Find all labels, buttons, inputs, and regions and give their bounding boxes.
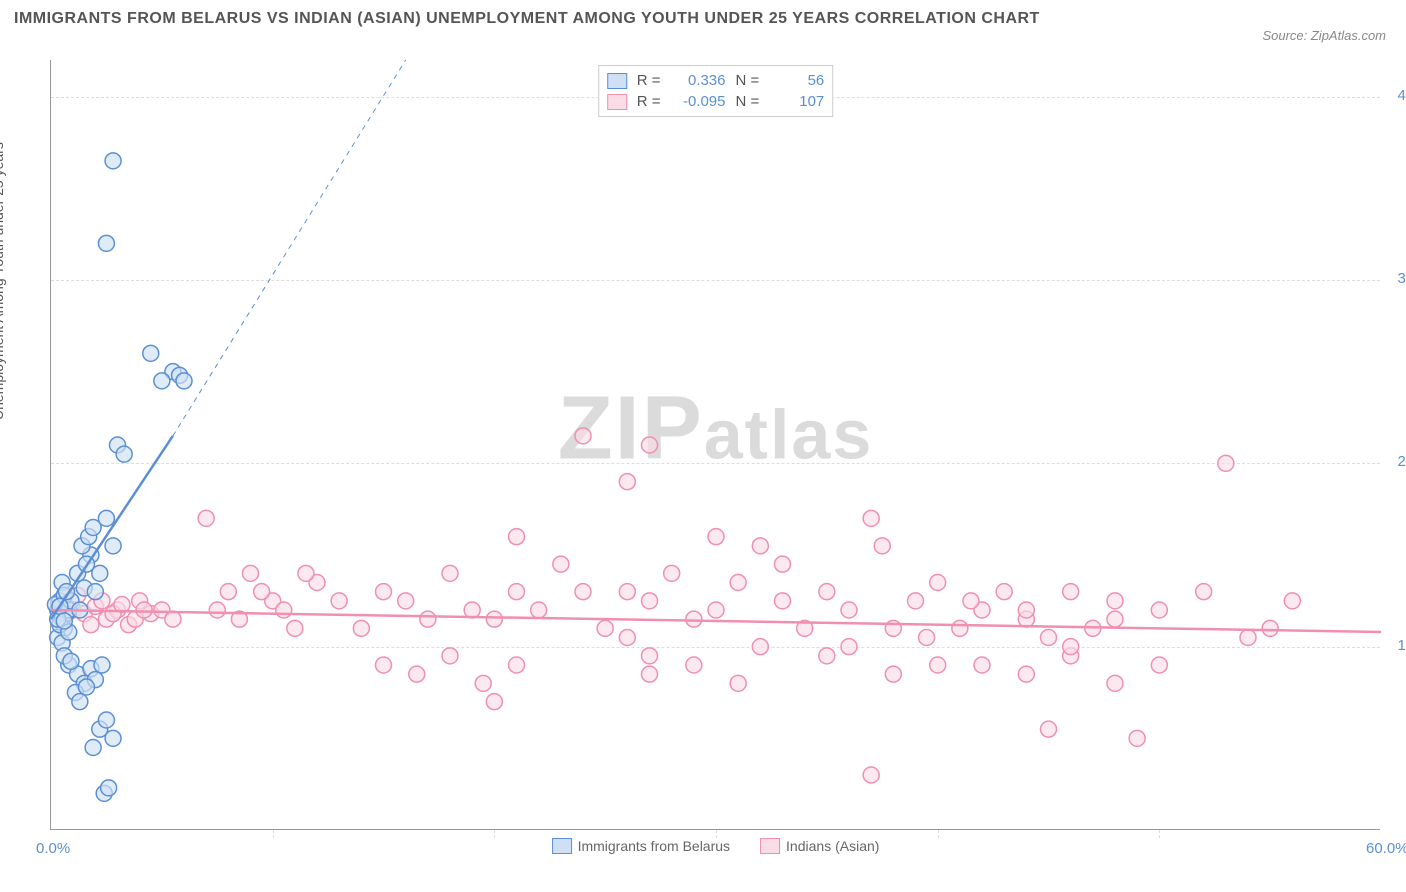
n-label: N = bbox=[736, 93, 760, 110]
chart-container: IMMIGRANTS FROM BELARUS VS INDIAN (ASIAN… bbox=[0, 0, 1406, 892]
legend-row-blue: R = 0.336 N = 56 bbox=[607, 70, 825, 91]
y-tick-label: 20.0% bbox=[1385, 453, 1406, 470]
n-value-pink: 107 bbox=[769, 93, 824, 110]
correlation-legend: R = 0.336 N = 56 R = -0.095 N = 107 bbox=[598, 65, 834, 117]
legend-swatch-pink bbox=[607, 94, 627, 110]
y-tick-label: 10.0% bbox=[1385, 637, 1406, 654]
legend-swatch-pink bbox=[760, 838, 780, 854]
source-attribution: Source: ZipAtlas.com bbox=[1262, 28, 1386, 43]
legend-label-pink: Indians (Asian) bbox=[786, 838, 879, 854]
x-tick-label: 0.0% bbox=[36, 840, 70, 857]
n-value-blue: 56 bbox=[769, 72, 824, 89]
r-label: R = bbox=[637, 72, 661, 89]
r-label: R = bbox=[637, 93, 661, 110]
plot-area: ZIPatlas 10.0%20.0%30.0%40.0%0.0%60.0% R… bbox=[50, 60, 1380, 830]
series-legend: Immigrants from Belarus Indians (Asian) bbox=[552, 838, 880, 854]
legend-item-pink: Indians (Asian) bbox=[760, 838, 879, 854]
legend-swatch-blue bbox=[607, 73, 627, 89]
r-value-blue: 0.336 bbox=[671, 72, 726, 89]
scatter-svg bbox=[51, 60, 1380, 829]
legend-label-blue: Immigrants from Belarus bbox=[578, 838, 730, 854]
legend-swatch-blue bbox=[552, 838, 572, 854]
chart-title: IMMIGRANTS FROM BELARUS VS INDIAN (ASIAN… bbox=[14, 10, 1040, 28]
y-tick-label: 40.0% bbox=[1385, 87, 1406, 104]
legend-row-pink: R = -0.095 N = 107 bbox=[607, 91, 825, 112]
y-axis-label: Unemployment Among Youth under 25 years bbox=[0, 142, 6, 420]
x-tick-label: 60.0% bbox=[1366, 840, 1406, 857]
legend-item-blue: Immigrants from Belarus bbox=[552, 838, 730, 854]
n-label: N = bbox=[736, 72, 760, 89]
y-tick-label: 30.0% bbox=[1385, 270, 1406, 287]
r-value-pink: -0.095 bbox=[671, 93, 726, 110]
